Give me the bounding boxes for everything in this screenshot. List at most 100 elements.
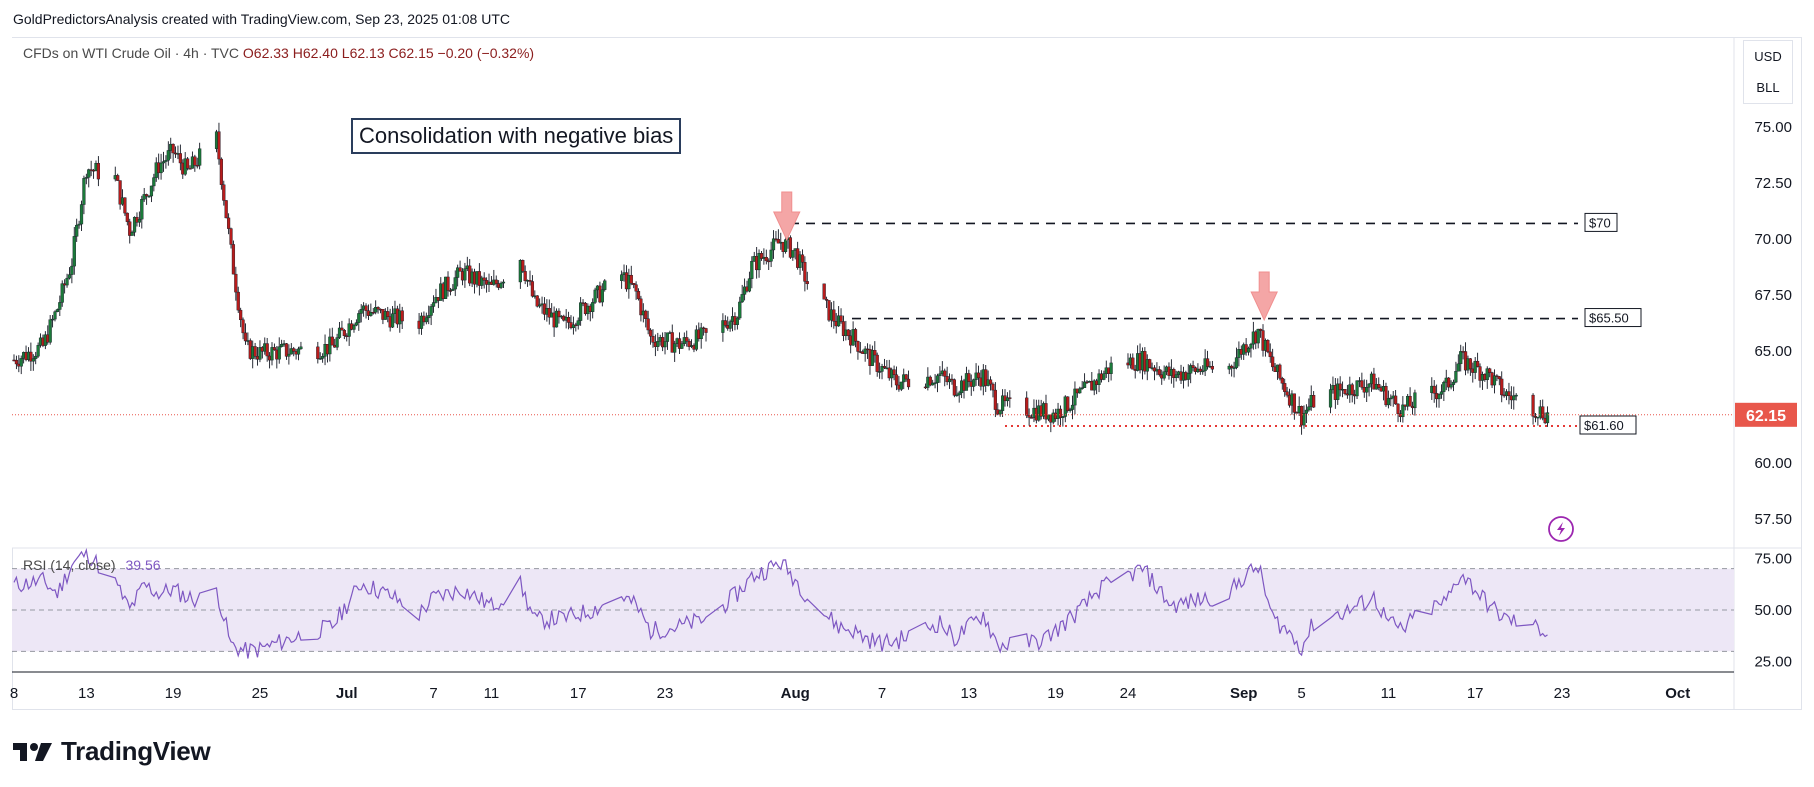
candle[interactable]	[947, 373, 952, 389]
candle[interactable]	[65, 273, 69, 288]
candle[interactable]	[1044, 394, 1048, 424]
candle[interactable]	[299, 341, 303, 350]
candle[interactable]	[906, 370, 911, 390]
candle[interactable]	[1148, 358, 1152, 369]
candle[interactable]	[1092, 379, 1096, 396]
candle[interactable]	[846, 329, 850, 341]
candle[interactable]	[330, 327, 334, 346]
candle[interactable]	[1256, 328, 1260, 349]
candle[interactable]	[579, 297, 583, 326]
candle[interactable]	[239, 307, 243, 328]
candle[interactable]	[648, 328, 653, 345]
candle[interactable]	[1295, 411, 1299, 414]
candle[interactable]	[386, 306, 390, 323]
candle[interactable]	[740, 284, 744, 303]
candle[interactable]	[964, 366, 969, 391]
candle[interactable]	[171, 143, 175, 163]
candle[interactable]	[1186, 364, 1190, 387]
candle[interactable]	[67, 267, 72, 280]
candle[interactable]	[116, 173, 120, 181]
candle[interactable]	[750, 256, 754, 289]
candle[interactable]	[152, 173, 156, 192]
candle[interactable]	[1389, 394, 1393, 407]
candle[interactable]	[1478, 363, 1482, 388]
candle[interactable]	[1468, 357, 1472, 376]
candle[interactable]	[1201, 365, 1205, 375]
candle[interactable]	[1246, 346, 1251, 356]
tradingview-logo[interactable]: TradingView	[13, 736, 211, 767]
candle[interactable]	[140, 195, 144, 229]
candle[interactable]	[1343, 389, 1347, 396]
candle[interactable]	[1367, 383, 1371, 397]
candle[interactable]	[938, 366, 942, 383]
candle[interactable]	[1449, 380, 1453, 390]
candle[interactable]	[928, 375, 932, 387]
price-pane[interactable]	[12, 38, 1734, 548]
candle[interactable]	[764, 249, 768, 265]
candle[interactable]	[998, 409, 1002, 417]
candle[interactable]	[1025, 391, 1029, 419]
candle[interactable]	[805, 271, 809, 290]
candle[interactable]	[776, 229, 780, 244]
candle[interactable]	[1459, 344, 1463, 372]
candle[interactable]	[48, 315, 52, 345]
candle[interactable]	[943, 368, 947, 387]
candle[interactable]	[521, 259, 525, 273]
candle[interactable]	[593, 287, 597, 304]
candle[interactable]	[1437, 393, 1441, 408]
candle[interactable]	[721, 313, 725, 342]
candle[interactable]	[1338, 376, 1342, 397]
candle[interactable]	[463, 262, 467, 288]
candle[interactable]	[198, 142, 202, 170]
candle[interactable]	[335, 333, 339, 351]
candle[interactable]	[357, 310, 361, 331]
candle[interactable]	[79, 200, 84, 231]
candle[interactable]	[680, 340, 684, 349]
candle[interactable]	[1307, 398, 1311, 412]
candle[interactable]	[803, 256, 807, 292]
candle[interactable]	[685, 330, 689, 347]
candle[interactable]	[364, 303, 368, 319]
candle[interactable]	[957, 390, 961, 403]
candle[interactable]	[1234, 347, 1239, 370]
candle[interactable]	[952, 378, 956, 398]
candle[interactable]	[1232, 361, 1236, 378]
candle[interactable]	[1131, 353, 1135, 370]
candle[interactable]	[591, 298, 595, 319]
candle[interactable]	[967, 369, 971, 388]
candle[interactable]	[287, 344, 291, 365]
candle[interactable]	[530, 275, 535, 298]
candle[interactable]	[75, 218, 79, 242]
candle[interactable]	[371, 308, 375, 315]
candle[interactable]	[50, 315, 55, 328]
candle[interactable]	[374, 300, 378, 315]
candle[interactable]	[1191, 360, 1195, 372]
candle[interactable]	[258, 340, 262, 363]
candle[interactable]	[1492, 369, 1497, 394]
candle[interactable]	[1162, 365, 1166, 381]
candle[interactable]	[576, 317, 580, 330]
candle[interactable]	[1451, 379, 1456, 392]
candle[interactable]	[646, 310, 650, 335]
candle[interactable]	[36, 342, 40, 358]
candle[interactable]	[70, 258, 74, 284]
candle[interactable]	[933, 374, 937, 389]
candle[interactable]	[1283, 378, 1287, 397]
candle[interactable]	[376, 306, 380, 314]
candle[interactable]	[448, 287, 453, 296]
candle[interactable]	[853, 327, 858, 348]
candle[interactable]	[863, 346, 867, 362]
annotation-consolidation[interactable]: Consolidation with negative bias	[351, 118, 682, 154]
candle[interactable]	[231, 240, 236, 275]
candle[interactable]	[632, 283, 636, 289]
candle[interactable]	[1078, 386, 1082, 394]
candle[interactable]	[501, 279, 506, 288]
candle[interactable]	[226, 213, 231, 235]
candle[interactable]	[1386, 390, 1390, 409]
candle[interactable]	[82, 175, 86, 215]
candle[interactable]	[1266, 339, 1270, 354]
candle[interactable]	[1401, 396, 1405, 423]
candle[interactable]	[747, 271, 752, 293]
candle[interactable]	[759, 250, 764, 261]
candle[interactable]	[234, 266, 238, 301]
